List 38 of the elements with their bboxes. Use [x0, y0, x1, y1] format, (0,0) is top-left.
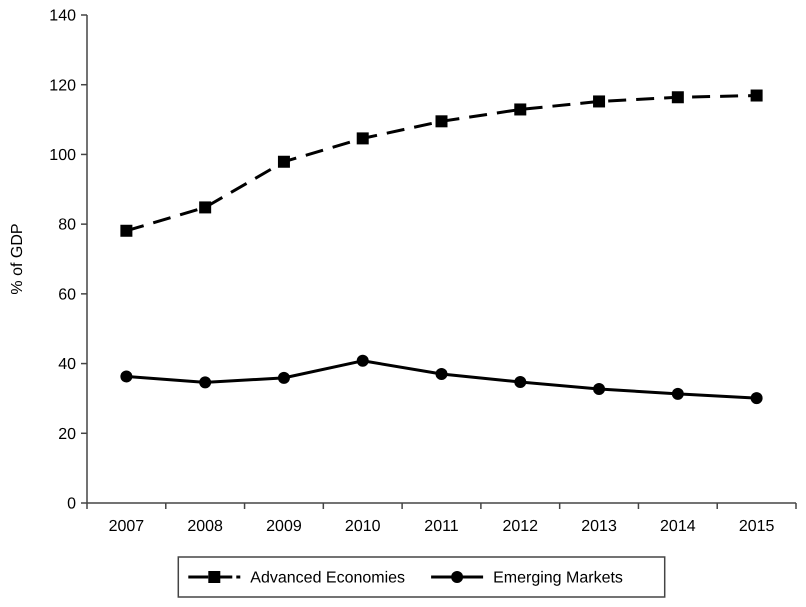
point [514, 376, 526, 388]
y-tick-label: 120 [49, 77, 76, 94]
x-tick-label: 2015 [738, 518, 775, 535]
point [436, 368, 448, 380]
x-tick-label: 2014 [660, 518, 696, 535]
point [356, 132, 369, 144]
y-tick-label: 40 [58, 356, 76, 374]
x-tick-label: 2007 [108, 518, 144, 535]
y-tick-label: 100 [49, 147, 76, 164]
y-tick-label: 20 [58, 426, 76, 443]
point [199, 201, 212, 214]
legend-label: Advanced Economies [250, 570, 406, 587]
point [593, 383, 606, 396]
point [120, 370, 132, 382]
x-tick-label: 2013 [581, 518, 617, 535]
x-tick-label: 2011 [424, 518, 459, 535]
point [436, 115, 448, 128]
y-tick-label: 80 [58, 216, 76, 234]
point [672, 91, 684, 104]
point [356, 354, 369, 367]
x-tick-label: 2010 [344, 518, 381, 535]
point [278, 156, 290, 168]
point [278, 372, 290, 384]
point [593, 95, 606, 108]
point [750, 90, 763, 102]
x-tick-label: 2008 [187, 518, 224, 535]
y-tick-label: 140 [49, 8, 76, 25]
point [750, 392, 763, 404]
y-tick-label: 60 [58, 286, 76, 304]
x-tick-label: 2012 [502, 518, 538, 535]
point [120, 224, 132, 237]
legend-label: Emerging Markets [493, 570, 623, 587]
x-tick-label: 2009 [266, 518, 302, 535]
y-axis-title: % of GDP [9, 223, 26, 295]
point [199, 376, 212, 388]
point [514, 103, 526, 116]
point [672, 388, 684, 400]
y-tick-label: 0 [67, 496, 76, 513]
